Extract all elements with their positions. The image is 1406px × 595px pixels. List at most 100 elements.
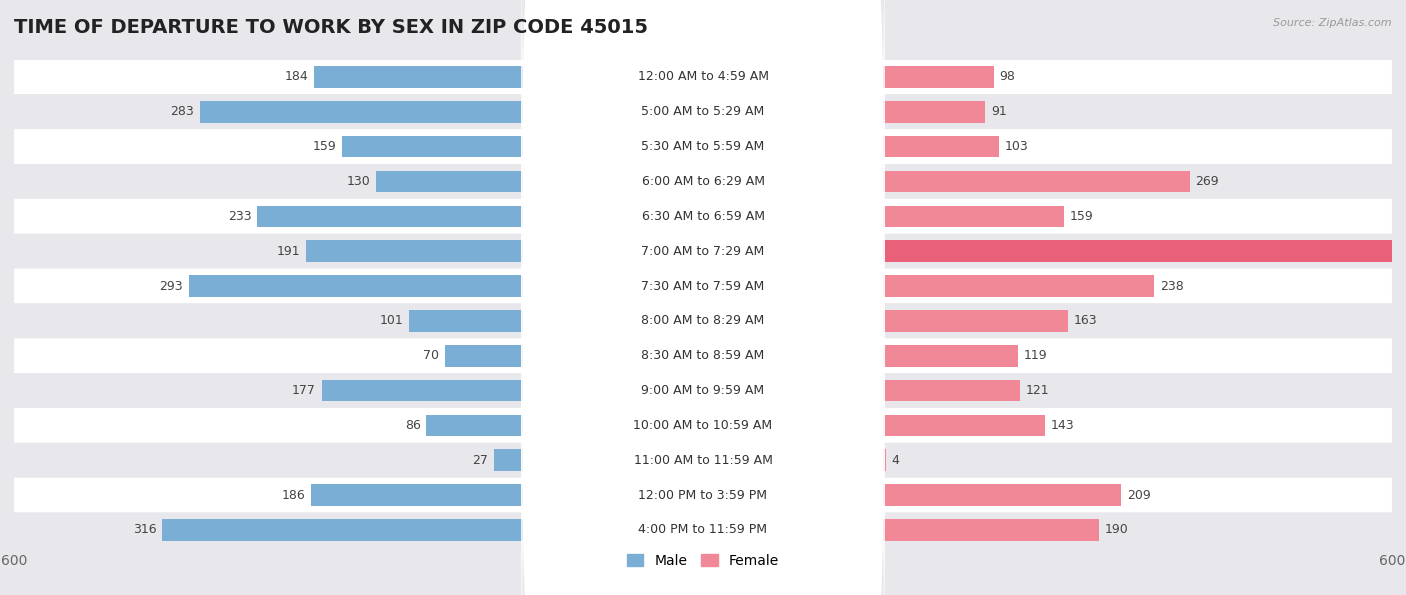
FancyBboxPatch shape [14,303,1392,339]
FancyBboxPatch shape [522,261,884,590]
Text: 293: 293 [159,280,183,293]
Bar [312,484,524,506]
Text: 5:00 AM to 5:29 AM: 5:00 AM to 5:29 AM [641,105,765,118]
FancyBboxPatch shape [14,234,1392,268]
Text: 4:00 PM to 11:59 PM: 4:00 PM to 11:59 PM [638,524,768,537]
Bar [882,240,1406,262]
Text: 103: 103 [1005,140,1029,153]
Bar [314,66,524,87]
Text: 238: 238 [1160,280,1184,293]
Text: 184: 184 [284,70,308,83]
Bar [426,415,524,436]
Text: 159: 159 [314,140,336,153]
Text: 11:00 AM to 11:59 AM: 11:00 AM to 11:59 AM [634,454,772,466]
Text: 269: 269 [1195,175,1219,188]
Text: 130: 130 [346,175,370,188]
FancyBboxPatch shape [522,0,884,241]
FancyBboxPatch shape [522,17,884,346]
Text: 4: 4 [891,454,900,466]
Text: 6:30 AM to 6:59 AM: 6:30 AM to 6:59 AM [641,210,765,223]
FancyBboxPatch shape [14,443,1392,478]
Bar [882,171,1189,192]
Bar [444,345,524,367]
Text: 98: 98 [1000,70,1015,83]
Bar [200,101,524,123]
FancyBboxPatch shape [14,60,1392,95]
Bar [882,415,1045,436]
Bar [882,275,1154,297]
Text: 233: 233 [228,210,252,223]
FancyBboxPatch shape [522,87,884,415]
Bar [882,136,1000,158]
Text: 5:30 AM to 5:59 AM: 5:30 AM to 5:59 AM [641,140,765,153]
Text: 10:00 AM to 10:59 AM: 10:00 AM to 10:59 AM [634,419,772,432]
FancyBboxPatch shape [14,408,1392,443]
Text: 209: 209 [1126,488,1150,502]
Bar [882,205,1063,227]
Text: 8:00 AM to 8:29 AM: 8:00 AM to 8:29 AM [641,314,765,327]
FancyBboxPatch shape [14,164,1392,199]
Legend: Male, Female: Male, Female [620,547,786,575]
Bar [409,310,524,331]
Bar [882,101,986,123]
FancyBboxPatch shape [522,296,884,595]
FancyBboxPatch shape [522,0,884,275]
Bar [188,275,524,297]
Text: 191: 191 [277,245,299,258]
Text: 159: 159 [1070,210,1092,223]
FancyBboxPatch shape [522,192,884,519]
Text: 70: 70 [423,349,439,362]
Text: 12:00 PM to 3:59 PM: 12:00 PM to 3:59 PM [638,488,768,502]
Text: 177: 177 [292,384,316,397]
FancyBboxPatch shape [522,52,884,380]
FancyBboxPatch shape [522,227,884,555]
FancyBboxPatch shape [522,0,884,311]
Text: Source: ZipAtlas.com: Source: ZipAtlas.com [1274,18,1392,28]
Bar [882,310,1069,331]
Text: 119: 119 [1024,349,1047,362]
FancyBboxPatch shape [522,122,884,450]
Text: 190: 190 [1105,524,1129,537]
FancyBboxPatch shape [522,366,884,595]
Text: 8:30 AM to 8:59 AM: 8:30 AM to 8:59 AM [641,349,765,362]
Bar [882,66,994,87]
Text: 186: 186 [283,488,305,502]
Bar [882,380,1019,402]
Text: 7:00 AM to 7:29 AM: 7:00 AM to 7:29 AM [641,245,765,258]
Bar [257,205,524,227]
Text: 7:30 AM to 7:59 AM: 7:30 AM to 7:59 AM [641,280,765,293]
Bar [882,345,1018,367]
Text: 283: 283 [170,105,194,118]
Bar [882,449,886,471]
FancyBboxPatch shape [14,373,1392,408]
FancyBboxPatch shape [14,199,1392,234]
Bar [375,171,524,192]
Bar [305,240,524,262]
FancyBboxPatch shape [14,512,1392,547]
FancyBboxPatch shape [522,331,884,595]
FancyBboxPatch shape [522,157,884,485]
FancyBboxPatch shape [14,339,1392,373]
Text: 12:00 AM to 4:59 AM: 12:00 AM to 4:59 AM [637,70,769,83]
Text: 27: 27 [472,454,488,466]
Bar [882,484,1121,506]
Text: 86: 86 [405,419,420,432]
Text: 143: 143 [1050,419,1074,432]
Text: TIME OF DEPARTURE TO WORK BY SEX IN ZIP CODE 45015: TIME OF DEPARTURE TO WORK BY SEX IN ZIP … [14,18,648,37]
Text: 163: 163 [1074,314,1098,327]
Bar [882,519,1099,541]
Bar [162,519,524,541]
Text: 101: 101 [380,314,404,327]
FancyBboxPatch shape [14,129,1392,164]
FancyBboxPatch shape [14,268,1392,303]
FancyBboxPatch shape [14,478,1392,512]
FancyBboxPatch shape [14,95,1392,129]
Text: 9:00 AM to 9:59 AM: 9:00 AM to 9:59 AM [641,384,765,397]
Bar [322,380,524,402]
Text: 121: 121 [1025,384,1049,397]
Bar [343,136,524,158]
Bar [494,449,524,471]
Text: 91: 91 [991,105,1007,118]
Text: 6:00 AM to 6:29 AM: 6:00 AM to 6:29 AM [641,175,765,188]
Text: 316: 316 [132,524,156,537]
